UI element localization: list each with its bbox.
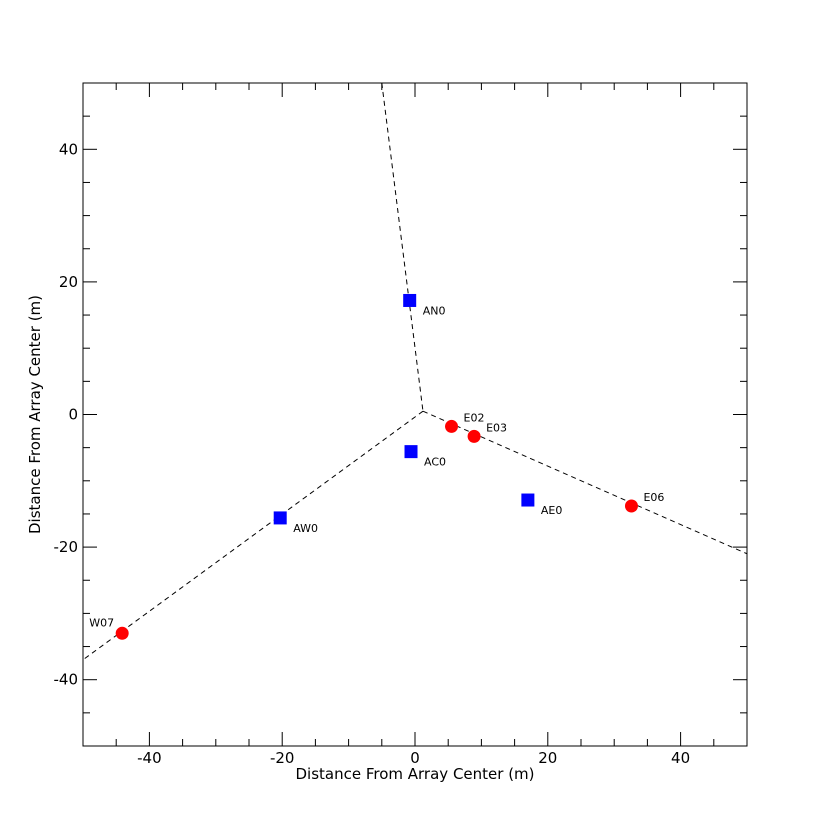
label-ac0: AC0 (424, 456, 446, 469)
x-tick-label: 40 (671, 749, 690, 767)
data-markers (115, 293, 638, 640)
label-aw0: AW0 (293, 522, 318, 535)
tick-labels: -40 -20 0 20 40 -40 -20 0 20 40 (54, 140, 691, 767)
label-e02: E02 (464, 411, 485, 424)
y-tick-label: -20 (54, 538, 79, 556)
y-axis-label: Distance From Array Center (m) (26, 295, 44, 534)
x-tick-label: -20 (270, 749, 295, 767)
label-ae0: AE0 (541, 504, 562, 517)
label-e06: E06 (643, 491, 664, 504)
x-axis-label: Distance From Array Center (m) (295, 765, 534, 783)
y-tick-label: 20 (59, 273, 78, 291)
guide-lines (83, 83, 747, 661)
y-tick-label: 40 (59, 140, 78, 158)
marker-aw0 (273, 511, 287, 525)
plot-frame (82, 82, 748, 747)
axis-ticks (82, 82, 748, 747)
marker-ac0 (404, 445, 418, 459)
guide-line-2 (83, 410, 424, 661)
marker-e02 (445, 419, 459, 433)
label-an0: AN0 (423, 304, 446, 317)
guide-line-0 (381, 83, 424, 412)
marker-e06 (624, 499, 638, 513)
y-tick-label: 0 (68, 406, 78, 424)
marker-ae0 (521, 493, 535, 507)
x-tick-label: 20 (538, 749, 557, 767)
x-tick-label: 0 (410, 749, 420, 767)
label-e03: E03 (486, 421, 507, 434)
marker-w07 (115, 626, 129, 640)
marker-an0 (403, 293, 417, 307)
label-w07: W07 (89, 616, 114, 629)
y-tick-label: -40 (54, 671, 79, 689)
marker-e03 (467, 429, 481, 443)
x-tick-label: -40 (137, 749, 162, 767)
